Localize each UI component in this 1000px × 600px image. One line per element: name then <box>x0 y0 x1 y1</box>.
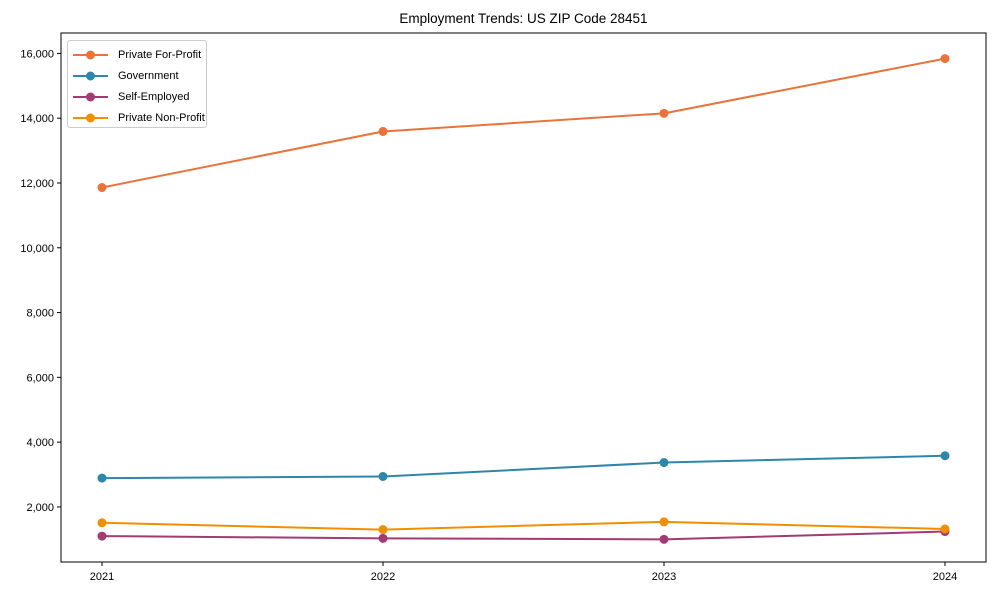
x-axis-tick-label: 2022 <box>371 571 395 583</box>
data-point-marker <box>97 518 107 528</box>
y-axis-tick-label: 12,000 <box>20 178 54 190</box>
x-axis-tick-label: 2021 <box>90 571 114 583</box>
series-line <box>101 530 946 541</box>
y-axis-tick-label: 8,000 <box>26 308 54 320</box>
plot-border <box>60 32 987 563</box>
data-point-marker <box>659 458 669 468</box>
data-point-marker <box>940 451 950 461</box>
data-point-marker <box>378 471 388 481</box>
legend-line-marker-icon <box>73 113 108 122</box>
y-axis-tick-label: 4,000 <box>26 437 54 449</box>
series-line <box>101 520 946 531</box>
data-point-marker <box>378 126 388 136</box>
data-point-marker <box>659 517 669 527</box>
chart-title: Employment Trends: US ZIP Code 28451 <box>399 11 648 26</box>
legend-line-marker-icon <box>73 92 108 101</box>
y-axis-tick-label: 2,000 <box>26 502 54 514</box>
legend-line-marker-icon <box>73 50 108 59</box>
legend-item: Self-Employed <box>73 86 206 107</box>
legend-label: Government <box>118 69 179 82</box>
chart-legend: Private For-Profit Government Self-Employe… <box>67 40 207 128</box>
data-point-marker <box>97 183 107 193</box>
legend-item: Private For-Profit <box>73 44 206 65</box>
legend-item: Government <box>73 65 206 86</box>
series-line <box>101 57 946 189</box>
series-line <box>101 454 946 480</box>
x-axis-tick-label: 2023 <box>652 571 676 583</box>
legend-line-marker-icon <box>73 71 108 80</box>
y-axis-tick-label: 6,000 <box>26 372 54 384</box>
data-point-marker <box>659 534 669 544</box>
data-point-marker <box>940 524 950 534</box>
data-point-marker <box>378 525 388 535</box>
y-axis-tick-label: 14,000 <box>20 113 54 125</box>
legend-label: Private For-Profit <box>118 48 202 61</box>
legend-item: Private Non-Profit <box>73 107 206 128</box>
y-axis-tick-label: 10,000 <box>20 243 54 255</box>
data-point-marker <box>378 533 388 543</box>
legend-label: Self-Employed <box>118 90 190 103</box>
y-axis-tick-label: 16,000 <box>20 48 54 60</box>
data-point-marker <box>940 54 950 64</box>
data-point-marker <box>97 473 107 483</box>
legend-label: Private Non-Profit <box>118 111 205 124</box>
data-point-marker <box>97 531 107 541</box>
x-axis-tick-label: 2024 <box>933 571 957 583</box>
data-point-marker <box>659 108 669 118</box>
